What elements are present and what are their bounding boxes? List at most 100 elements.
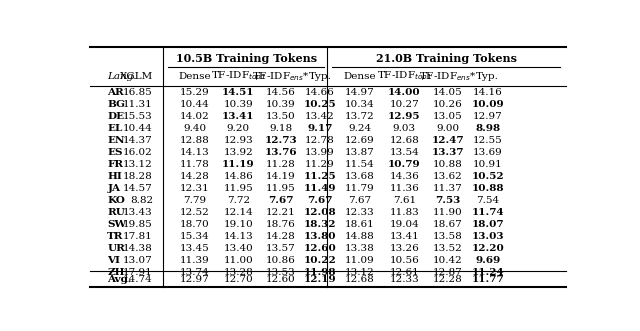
Text: RU: RU (108, 208, 125, 217)
Text: 10.44: 10.44 (180, 100, 210, 109)
Text: 13.12: 13.12 (123, 160, 153, 169)
Text: 11.77: 11.77 (471, 275, 504, 284)
Text: 12.52: 12.52 (180, 208, 210, 217)
Text: 13.40: 13.40 (223, 244, 253, 253)
Text: 10.56: 10.56 (390, 256, 419, 265)
Text: 13.54: 13.54 (390, 148, 419, 157)
Text: 10.88: 10.88 (472, 184, 504, 193)
Text: 7.67: 7.67 (268, 196, 294, 205)
Text: 12.61: 12.61 (390, 268, 419, 277)
Text: 9.18: 9.18 (269, 124, 292, 133)
Text: 11.98: 11.98 (304, 268, 336, 277)
Text: 19.04: 19.04 (390, 220, 419, 229)
Text: 14.97: 14.97 (345, 88, 374, 97)
Text: 18.70: 18.70 (180, 220, 210, 229)
Text: 14.88: 14.88 (345, 232, 374, 241)
Text: TF-IDF$_{ens}$*: TF-IDF$_{ens}$* (252, 70, 310, 83)
Text: 12.33: 12.33 (390, 275, 419, 284)
Text: 10.88: 10.88 (433, 160, 463, 169)
Text: 9.00: 9.00 (436, 124, 460, 133)
Text: 12.87: 12.87 (433, 268, 463, 277)
Text: 19.85: 19.85 (123, 220, 153, 229)
Text: JA: JA (108, 184, 120, 193)
Text: 14.28: 14.28 (266, 232, 296, 241)
Text: 18.28: 18.28 (123, 172, 153, 181)
Text: 13.41: 13.41 (390, 232, 419, 241)
Text: 14.86: 14.86 (223, 172, 253, 181)
Text: 8.82: 8.82 (130, 196, 153, 205)
Text: 13.53: 13.53 (266, 268, 296, 277)
Text: 11.25: 11.25 (304, 172, 337, 181)
Text: 11.24: 11.24 (472, 268, 504, 277)
Text: Dense: Dense (179, 72, 211, 81)
Text: KO: KO (108, 196, 125, 205)
Text: 13.42: 13.42 (305, 112, 335, 121)
Text: 14.00: 14.00 (388, 88, 420, 97)
Text: 10.79: 10.79 (388, 160, 420, 169)
Text: 18.07: 18.07 (472, 220, 504, 229)
Text: 12.20: 12.20 (471, 244, 504, 253)
Text: TF-IDF$_{top1}$: TF-IDF$_{top1}$ (211, 70, 266, 83)
Text: TR: TR (108, 232, 124, 241)
Text: 13.05: 13.05 (433, 112, 463, 121)
Text: 18.32: 18.32 (304, 220, 336, 229)
Text: 7.72: 7.72 (227, 196, 250, 205)
Text: 11.54: 11.54 (345, 160, 374, 169)
Text: 17.81: 17.81 (123, 232, 153, 241)
Text: 12.55: 12.55 (473, 136, 502, 145)
Text: 11.90: 11.90 (433, 208, 463, 217)
Text: TF-IDF$_{ens}$*: TF-IDF$_{ens}$* (419, 70, 477, 83)
Text: 9.69: 9.69 (475, 256, 500, 265)
Text: 18.61: 18.61 (345, 220, 374, 229)
Text: 16.85: 16.85 (123, 88, 153, 97)
Text: 11.39: 11.39 (180, 256, 210, 265)
Text: 13.57: 13.57 (266, 244, 296, 253)
Text: EN: EN (108, 136, 125, 145)
Text: 18.76: 18.76 (266, 220, 296, 229)
Text: FR: FR (108, 160, 124, 169)
Text: 14.13: 14.13 (223, 232, 253, 241)
Text: 12.70: 12.70 (223, 275, 253, 284)
Text: 13.03: 13.03 (472, 232, 504, 241)
Text: 11.74: 11.74 (472, 208, 504, 217)
Text: 13.26: 13.26 (390, 244, 419, 253)
Text: 7.67: 7.67 (348, 196, 371, 205)
Text: 11.31: 11.31 (123, 100, 153, 109)
Text: 12.60: 12.60 (266, 275, 296, 284)
Text: 14.36: 14.36 (390, 172, 419, 181)
Text: 13.99: 13.99 (305, 148, 335, 157)
Text: 9.40: 9.40 (184, 124, 207, 133)
Text: 11.00: 11.00 (223, 256, 253, 265)
Text: 9.24: 9.24 (348, 124, 371, 133)
Text: 11.09: 11.09 (345, 256, 374, 265)
Text: 11.83: 11.83 (390, 208, 419, 217)
Text: 14.56: 14.56 (266, 88, 296, 97)
Text: 12.73: 12.73 (264, 136, 297, 145)
Text: 7.61: 7.61 (393, 196, 416, 205)
Text: Lang.: Lang. (108, 72, 137, 81)
Text: 12.33: 12.33 (345, 208, 374, 217)
Text: 11.36: 11.36 (390, 184, 419, 193)
Text: 14.57: 14.57 (123, 184, 153, 193)
Text: 14.13: 14.13 (180, 148, 210, 157)
Text: UR: UR (108, 244, 125, 253)
Text: 7.54: 7.54 (476, 196, 499, 205)
Text: 10.91: 10.91 (473, 160, 502, 169)
Text: 18.67: 18.67 (433, 220, 463, 229)
Text: 16.02: 16.02 (123, 148, 153, 157)
Text: 13.69: 13.69 (473, 148, 502, 157)
Text: ZH: ZH (108, 268, 125, 277)
Text: 10.26: 10.26 (433, 100, 463, 109)
Text: ES: ES (108, 148, 123, 157)
Text: 10.09: 10.09 (472, 100, 504, 109)
Text: 11.28: 11.28 (266, 160, 296, 169)
Text: 9.17: 9.17 (307, 124, 333, 133)
Text: EL: EL (108, 124, 123, 133)
Text: Dense: Dense (344, 72, 376, 81)
Text: 17.91: 17.91 (123, 268, 153, 277)
Text: 14.02: 14.02 (180, 112, 210, 121)
Text: 11.37: 11.37 (433, 184, 463, 193)
Text: 10.27: 10.27 (390, 100, 419, 109)
Text: 14.19: 14.19 (266, 172, 296, 181)
Text: 12.21: 12.21 (266, 208, 296, 217)
